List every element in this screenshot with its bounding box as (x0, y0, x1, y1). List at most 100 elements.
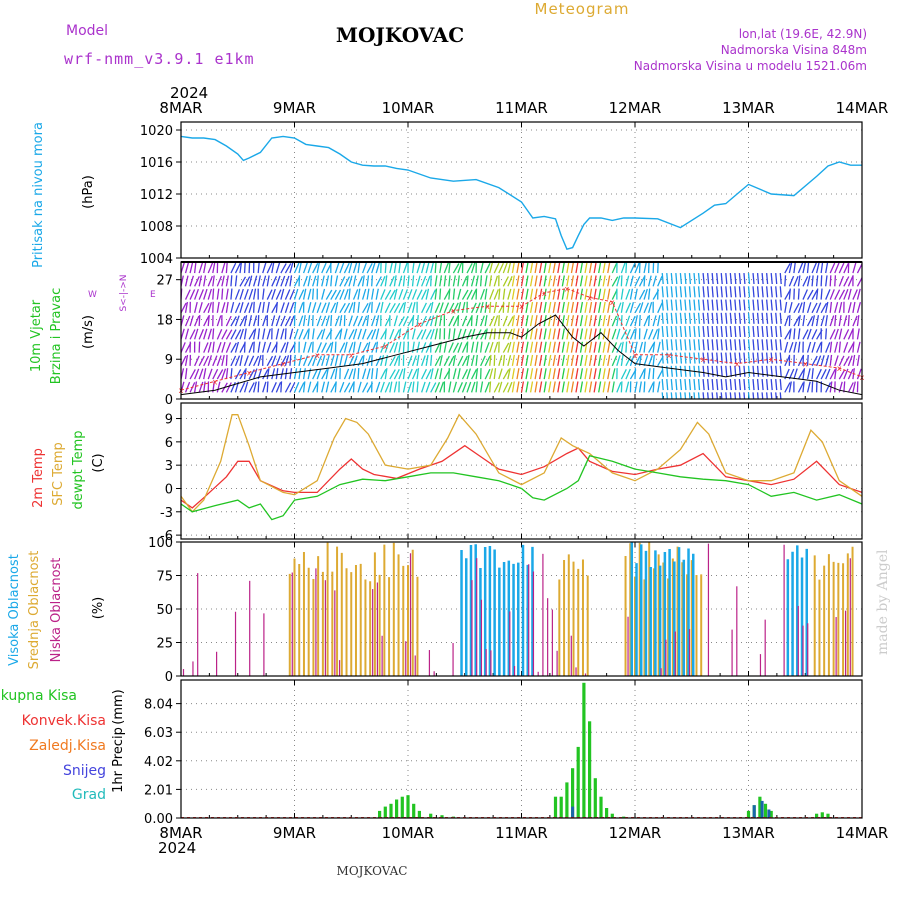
wind-arrow (480, 301, 484, 313)
wind-arrow (625, 341, 628, 353)
wind-arrow (352, 301, 356, 313)
wind-arrow (588, 368, 593, 380)
wind-arrow (775, 365, 778, 377)
bottom-day-label: 8MAR (159, 824, 202, 842)
wind-arrow (225, 368, 229, 380)
wind-arrow (484, 355, 491, 367)
wind-arrow (393, 369, 400, 380)
precip-bar (815, 813, 819, 818)
wind-arrow (470, 328, 476, 340)
wind-gust-marker: x (315, 351, 320, 360)
wind-gust-marker: x (837, 364, 842, 373)
wind-arrow (806, 368, 811, 380)
wind-arrow (289, 354, 292, 366)
wind-ylabel-2: Brzina i Pravac (49, 288, 64, 385)
wind-arrow (761, 299, 764, 311)
wind-arrow (657, 262, 659, 274)
top-day-label: 9MAR (273, 99, 316, 117)
wind-arrow (793, 275, 799, 287)
wind-arrow (253, 355, 260, 367)
wind-arrow (688, 326, 692, 338)
wind-arrow (489, 275, 493, 287)
wind-arrow (448, 355, 455, 367)
wind-arrow (638, 302, 644, 314)
wind-arrow (598, 275, 602, 287)
wind-arrow (743, 286, 746, 298)
wind-arrow (843, 276, 850, 287)
wind-arrow (570, 262, 575, 274)
precip-bar-snow (760, 800, 764, 818)
wind-arrow (461, 275, 468, 287)
wind-arrow (834, 302, 839, 313)
wind-arrow (657, 315, 661, 327)
wind-arrow (389, 369, 396, 380)
wind-arrow (257, 341, 261, 353)
wind-arrow (525, 341, 529, 353)
wind-arrow (652, 381, 655, 393)
wind-arrow (466, 289, 473, 300)
wind-arrow (348, 382, 355, 393)
wind-gust-marker: x (247, 368, 252, 377)
watermark: made by Angel (875, 549, 891, 655)
wind-arrow (516, 368, 520, 380)
wind-arrow (611, 301, 616, 313)
wind-arrow (539, 262, 543, 274)
wind-arrow (225, 329, 233, 340)
y-tick-label: 0 (165, 482, 173, 497)
wind-arrow (566, 262, 570, 274)
wind-arrow (838, 341, 841, 353)
wind-arrow (543, 368, 547, 380)
wind-arrow (339, 342, 346, 353)
wind-arrow (502, 262, 508, 274)
wind-arrow (184, 315, 191, 327)
wind-arrow (702, 339, 705, 351)
wind-arrow (325, 355, 330, 367)
wind-arrow (829, 289, 835, 300)
wind-arrow (820, 315, 825, 327)
wind-arrow (756, 286, 760, 298)
wind-arrow (648, 342, 655, 353)
wind-arrow (411, 381, 415, 393)
wind-arrow (193, 262, 197, 274)
wind-arrow (402, 275, 406, 287)
wind-arrow (475, 275, 479, 287)
wind-arrow (280, 355, 287, 367)
wind-arrow (361, 315, 368, 327)
wind-arrow (271, 262, 275, 274)
wind-arrow (661, 352, 664, 364)
wind-arrow (539, 301, 543, 313)
wind-arrow (402, 289, 409, 300)
wind-arrow (702, 365, 705, 377)
wind-arrow (339, 276, 346, 287)
wind-arrow (720, 286, 723, 298)
wind-arrow (366, 302, 372, 314)
wind-arrow (670, 379, 673, 391)
wind-arrow (647, 302, 653, 313)
wind-arrow (811, 315, 816, 327)
wind-arrow (843, 368, 849, 380)
top-day-label: 13MAR (722, 99, 775, 117)
wind-arrow (520, 262, 525, 274)
wind-arrow (312, 355, 317, 367)
year-label-bottom: 2024 (158, 839, 196, 857)
wind-arrow (352, 355, 358, 367)
wind-arrow (357, 262, 361, 274)
wind-arrow (511, 368, 515, 380)
wind-arrow (761, 326, 764, 338)
wind-arrow (493, 341, 499, 353)
wind-arrow (452, 275, 456, 287)
wind-arrow (452, 368, 457, 380)
wind-arrow (375, 315, 380, 327)
wind-arrow (298, 382, 305, 393)
wind-arrow (570, 381, 575, 393)
wind-arrow (194, 355, 200, 367)
precip-bar (826, 813, 830, 818)
wind-arrow (181, 355, 187, 367)
wind-arrow (275, 301, 278, 313)
wind-arrow (838, 262, 845, 274)
wind-arrow (743, 299, 746, 311)
wind-arrow (784, 263, 791, 274)
wind-arrow (271, 315, 276, 327)
precip-bar (565, 782, 569, 818)
wind-arrow (620, 301, 624, 313)
